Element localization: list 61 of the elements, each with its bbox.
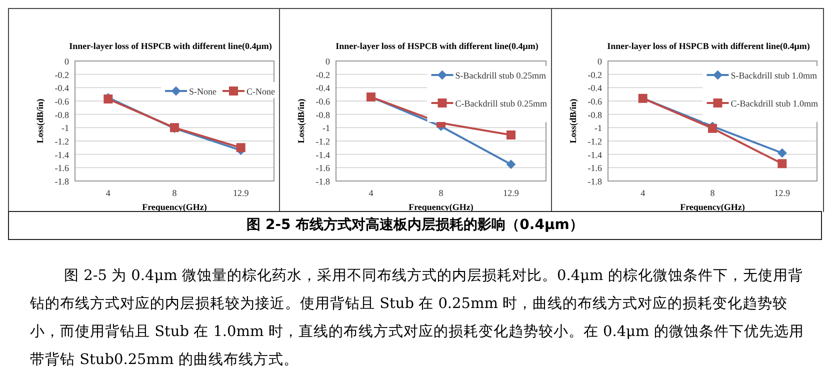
y-tick-label: -1.6 bbox=[588, 163, 602, 174]
y-tick-label: -1.6 bbox=[316, 163, 330, 174]
y-tick-label: 0 bbox=[598, 56, 602, 66]
x-tick-label: 4 bbox=[368, 188, 374, 198]
y-axis-title: Loss(dB/in) bbox=[296, 98, 306, 144]
y-tick-label: 0 bbox=[326, 56, 330, 66]
y-tick-label: -1.8 bbox=[316, 176, 330, 186]
legend-label: S-None bbox=[189, 86, 216, 96]
y-tick-label: -1.2 bbox=[588, 136, 602, 146]
y-tick-label: -1.8 bbox=[54, 176, 70, 186]
y-tick-label: -0.2 bbox=[54, 70, 69, 80]
x-tick-label: 4 bbox=[106, 188, 111, 198]
x-axis-title: Frequency(GHz) bbox=[680, 202, 745, 212]
y-tick-label: -1.4 bbox=[588, 150, 602, 160]
y-tick-label: -0.2 bbox=[588, 70, 602, 80]
y-tick-label: -1 bbox=[594, 123, 602, 134]
x-tick-label: 8 bbox=[710, 188, 716, 198]
y-tick-label: -1.8 bbox=[588, 176, 602, 186]
legend-label: C-Backdrill stub 1.0mm bbox=[730, 98, 818, 108]
y-tick-label: -0.8 bbox=[316, 110, 330, 120]
y-tick-label: -0.4 bbox=[588, 83, 602, 94]
legend-label: S-Backdrill stub 0.25mm bbox=[455, 70, 546, 80]
x-tick-label: 12.9 bbox=[774, 188, 791, 198]
legend-label: S-Backdrill stub 1.0mm bbox=[730, 70, 817, 80]
y-axis-title: Loss(dB/in) bbox=[568, 98, 578, 144]
point bbox=[236, 143, 246, 152]
x-axis-title: Frequency(GHz) bbox=[142, 202, 207, 212]
x-tick-label: 8 bbox=[438, 188, 444, 198]
y-tick-label: -1.2 bbox=[54, 136, 69, 146]
y-tick-label: -1.4 bbox=[54, 150, 70, 160]
caption: 图 2-5 布线方式对高速板内层损耗的影响（0.4μm） bbox=[8, 211, 822, 240]
y-tick-label: -0.8 bbox=[54, 110, 70, 120]
point bbox=[778, 148, 787, 158]
y-tick-label: 0 bbox=[64, 56, 70, 66]
y-tick-label: -0.6 bbox=[54, 96, 70, 106]
x-axis-title: Frequency(GHz) bbox=[408, 202, 474, 212]
x-tick-label: 12.9 bbox=[232, 188, 250, 198]
legend-label: C-None bbox=[246, 86, 275, 96]
point bbox=[506, 160, 516, 169]
y-tick-label: -1 bbox=[62, 123, 69, 134]
y-axis-title: Loss(dB/in) bbox=[35, 98, 45, 144]
y-tick-label: -0.6 bbox=[588, 96, 602, 106]
x-tick-label: 12.9 bbox=[503, 188, 520, 198]
y-tick-label: -0.8 bbox=[588, 110, 602, 120]
chart-title: Inner-layer loss of HSPCB with different line(0.4μm) bbox=[69, 41, 272, 51]
caption: 图 2-5 为 0.4μm 微蚀量的棕化药水，采用不同布线方式的内层损耗对比。0.4μm 的棕化微蚀条件下，无使用背钻的布线方式对应的内层损耗较为接近。使用背钻且 Stub 在 0.25mm 时，曲线的布线方式对应的损耗变化趋势较小，而使用背钻且 Stub 在 1.0mm 时，直线的布线方式对应的损耗变化趋势较小。在 0.4μm 的微蚀条件下优先选用带背钻 Stub0.25mm 的曲线布线方式。 bbox=[30, 266, 805, 370]
point bbox=[778, 159, 787, 168]
legend-label: C-Backdrill stub 0.25mm bbox=[455, 98, 547, 108]
y-tick-label: -0.4 bbox=[316, 83, 330, 94]
y-tick-label: -0.6 bbox=[316, 96, 330, 106]
y-tick-label: -1.6 bbox=[54, 163, 70, 174]
x-tick-label: 8 bbox=[172, 188, 178, 198]
y-tick-label: -1.4 bbox=[316, 150, 330, 160]
y-tick-label: -0.4 bbox=[54, 83, 70, 94]
chart-title: Inner-layer loss of HSPCB with different line(0.4μm) bbox=[336, 41, 538, 51]
x-tick-label: 4 bbox=[640, 188, 646, 198]
chart-title: Inner-layer loss of HSPCB with different line(0.4μm) bbox=[607, 41, 810, 51]
y-tick-label: -1.2 bbox=[316, 136, 330, 146]
y-tick-label: -0.2 bbox=[316, 70, 330, 80]
point bbox=[506, 130, 516, 140]
y-tick-label: -1 bbox=[322, 123, 330, 134]
